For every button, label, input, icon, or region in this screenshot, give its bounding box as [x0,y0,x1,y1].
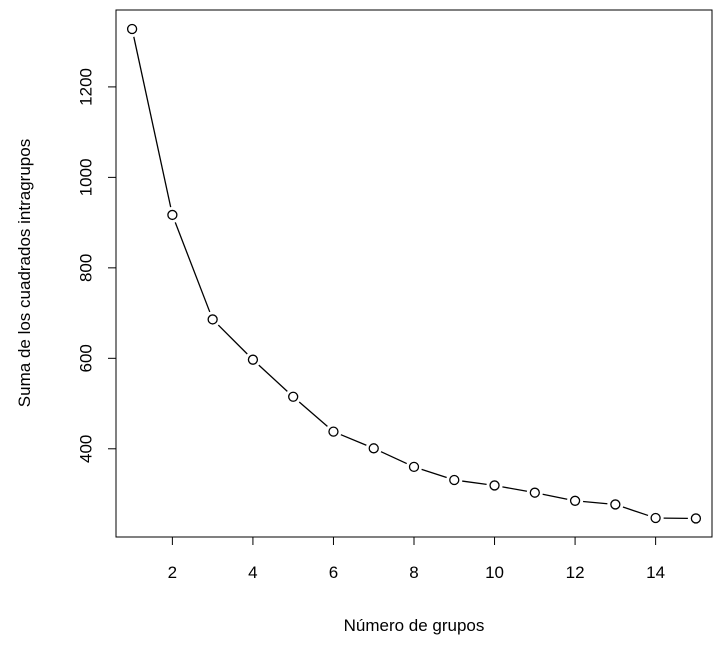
data-point [248,355,257,364]
x-tick-label: 8 [409,563,418,582]
series-segment [502,487,527,491]
x-tick-label: 14 [646,563,665,582]
series-segment [422,469,447,477]
series-segment [299,402,327,426]
y-tick-label: 400 [77,435,96,463]
data-point [651,514,660,523]
x-tick-label: 4 [248,563,257,582]
data-point [168,210,177,219]
series-line [134,37,688,519]
series-segment [259,365,288,391]
data-point [410,462,419,471]
series-segment [218,325,247,354]
data-point [691,514,700,523]
y-axis: 400 600 800 1000 1200 [77,68,117,463]
data-points [128,24,701,522]
data-point [571,496,580,505]
x-axis-label: Número de grupos [344,616,485,635]
plot-frame [116,10,712,537]
y-axis-label: Suma de los cuadrados intragrupos [15,139,34,407]
data-point [128,24,137,33]
data-point [369,444,378,453]
x-tick-label: 2 [168,563,177,582]
series-segment [583,502,607,504]
series-segment [341,435,366,446]
series-segment [623,507,648,515]
series-segment [381,452,407,464]
data-point [530,488,539,497]
data-point [329,427,338,436]
x-tick-label: 6 [329,563,338,582]
x-axis: 2 4 6 8 10 12 14 [168,537,665,582]
data-point [289,392,298,401]
series-segment [134,37,171,207]
series-segment [462,481,486,484]
series-segment [175,222,210,312]
x-tick-label: 12 [566,563,585,582]
data-point [450,476,459,485]
y-tick-label: 1000 [77,158,96,196]
x-tick-label: 10 [485,563,504,582]
data-point [611,500,620,509]
data-point [208,315,217,324]
y-tick-label: 1200 [77,68,96,106]
y-tick-label: 800 [77,254,96,282]
data-point [490,481,499,490]
series-segment [543,494,568,499]
y-tick-label: 600 [77,344,96,372]
